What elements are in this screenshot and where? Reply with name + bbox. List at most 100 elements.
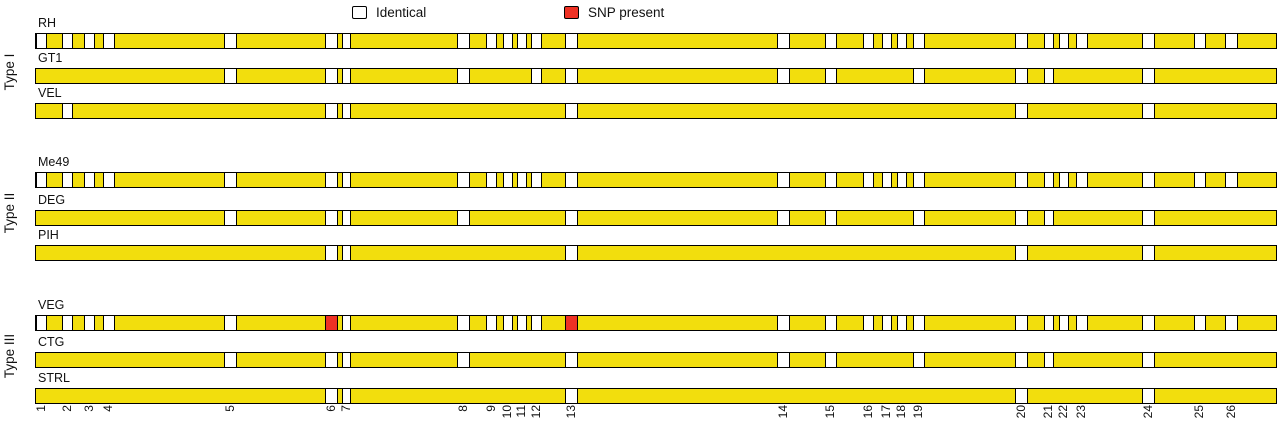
strain-label-rh: RH: [38, 16, 57, 30]
marker-identical-rh-12: [531, 33, 542, 49]
marker-identical-veg-2: [62, 315, 73, 331]
marker-identical-rh-14: [777, 33, 790, 49]
strain-label-pih: PIH: [38, 228, 59, 242]
marker-identical-rh-18: [896, 33, 907, 49]
marker-identical-veg-19: [912, 315, 925, 331]
marker-identical-pih-7: [342, 245, 351, 261]
marker-identical-rh-16: [863, 33, 874, 49]
marker-identical-deg-6: [325, 210, 338, 226]
marker-identical-gt1-20: [1015, 68, 1028, 84]
marker-identical-me49-21: [1043, 172, 1054, 188]
marker-identical-ctg-8: [457, 352, 470, 368]
marker-identical-me49-4: [102, 172, 115, 188]
marker-identical-me49-7: [342, 172, 351, 188]
marker-identical-veg-26: [1225, 315, 1238, 331]
group-label-type-ii: Type II: [2, 192, 17, 234]
marker-identical-rh-17: [881, 33, 892, 49]
marker-identical-rh-13: [565, 33, 578, 49]
x-tick-12: 12: [529, 405, 543, 419]
x-tick-18: 18: [894, 405, 908, 419]
x-tick-1: 1: [34, 405, 48, 412]
marker-identical-me49-12: [531, 172, 542, 188]
x-tick-25: 25: [1192, 405, 1206, 419]
marker-identical-me49-2: [62, 172, 73, 188]
marker-identical-me49-23: [1075, 172, 1088, 188]
legend-label-snp-present: SNP present: [588, 5, 665, 20]
marker-identical-deg-13: [565, 210, 578, 226]
marker-identical-veg-23: [1075, 315, 1088, 331]
marker-identical-gt1-21: [1043, 68, 1054, 84]
strain-bar-vel: [35, 103, 1277, 119]
marker-identical-me49-13: [565, 172, 578, 188]
strain-label-me49: Me49: [38, 155, 70, 169]
marker-identical-gt1-15: [824, 68, 837, 84]
marker-identical-gt1-19: [912, 68, 925, 84]
x-tick-8: 8: [456, 405, 470, 412]
marker-identical-rh-22: [1058, 33, 1069, 49]
marker-identical-rh-21: [1043, 33, 1054, 49]
marker-identical-deg-19: [912, 210, 925, 226]
marker-identical-ctg-20: [1015, 352, 1028, 368]
marker-identical-rh-4: [102, 33, 115, 49]
marker-identical-ctg-5: [224, 352, 237, 368]
marker-identical-veg-25: [1193, 315, 1206, 331]
group-label-type-iii: Type III: [2, 333, 17, 379]
marker-identical-vel-13: [565, 103, 578, 119]
marker-identical-gt1-5: [224, 68, 237, 84]
marker-identical-gt1-6: [325, 68, 338, 84]
marker-identical-me49-17: [881, 172, 892, 188]
marker-identical-veg-4: [102, 315, 115, 331]
marker-identical-rh-7: [342, 33, 351, 49]
marker-identical-gt1-14: [777, 68, 790, 84]
marker-identical-pih-20: [1015, 245, 1028, 261]
marker-identical-gt1-13: [565, 68, 578, 84]
marker-identical-veg-11: [516, 315, 527, 331]
strain-bar-strl: [35, 388, 1277, 404]
marker-identical-pih-24: [1142, 245, 1155, 261]
marker-identical-rh-11: [516, 33, 527, 49]
marker-identical-ctg-14: [777, 352, 790, 368]
legend-item-identical: Identical: [352, 5, 426, 20]
marker-identical-deg-21: [1043, 210, 1054, 226]
marker-identical-strl-20: [1015, 388, 1028, 404]
identical-swatch-icon: [352, 6, 367, 19]
strain-label-gt1: GT1: [38, 51, 63, 65]
marker-identical-deg-15: [824, 210, 837, 226]
marker-identical-veg-8: [457, 315, 470, 331]
marker-identical-me49-9: [486, 172, 497, 188]
marker-identical-ctg-6: [325, 352, 338, 368]
marker-identical-rh-6: [325, 33, 338, 49]
x-tick-22: 22: [1056, 405, 1070, 419]
x-tick-24: 24: [1141, 405, 1155, 419]
x-tick-26: 26: [1224, 405, 1238, 419]
marker-identical-gt1-8: [457, 68, 470, 84]
x-tick-16: 16: [861, 405, 875, 419]
marker-identical-me49-25: [1193, 172, 1206, 188]
marker-identical-rh-1: [36, 33, 47, 49]
marker-identical-deg-14: [777, 210, 790, 226]
marker-identical-strl-7: [342, 388, 351, 404]
marker-identical-veg-5: [224, 315, 237, 331]
marker-identical-veg-21: [1043, 315, 1054, 331]
marker-identical-veg-9: [486, 315, 497, 331]
x-tick-9: 9: [484, 405, 498, 412]
marker-identical-veg-24: [1142, 315, 1155, 331]
marker-identical-me49-14: [777, 172, 790, 188]
x-tick-3: 3: [82, 405, 96, 412]
x-tick-6: 6: [324, 405, 338, 412]
marker-identical-me49-19: [912, 172, 925, 188]
x-tick-10: 10: [500, 405, 514, 419]
marker-identical-ctg-7: [342, 352, 351, 368]
marker-identical-vel-6: [325, 103, 338, 119]
strain-label-ctg: CTG: [38, 335, 65, 349]
marker-identical-veg-18: [896, 315, 907, 331]
marker-snp-veg-6: [325, 315, 338, 331]
marker-identical-ctg-21: [1043, 352, 1054, 368]
x-tick-14: 14: [776, 405, 790, 419]
marker-identical-me49-18: [896, 172, 907, 188]
strain-bar-rh: [35, 33, 1277, 49]
marker-identical-rh-23: [1075, 33, 1088, 49]
marker-identical-veg-22: [1058, 315, 1069, 331]
marker-identical-me49-16: [863, 172, 874, 188]
